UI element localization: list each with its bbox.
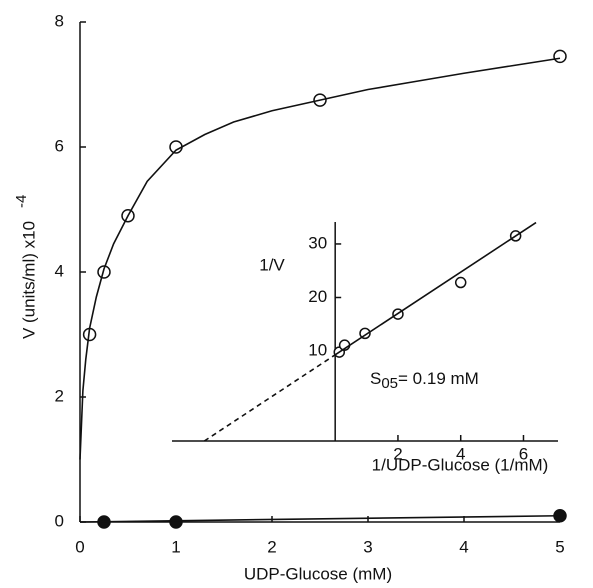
x-tick-label: 6 [519,444,528,463]
x-tick-label: 0 [75,537,84,556]
fit-line [79,514,561,523]
open-point [454,276,467,289]
y-axis-label: V (units/ml) x10 [19,221,38,339]
x-tick-label: 4 [456,444,465,463]
y-tick-label: 0 [55,511,64,530]
annotation-rest: = 0.19 mM [398,369,479,388]
fit-line [79,57,561,460]
x-tick-label: 3 [363,537,372,556]
inset-y-axis-label: 1/V [259,255,285,274]
extrapolation-line [203,354,336,442]
annotation-sub: 05 [381,375,398,392]
inset-x-axis-label: 1/UDP-Glucose (1/mM) [372,455,549,474]
y-tick-label: 4 [55,261,64,280]
x-tick-label: 1 [171,537,180,556]
x-tick-label: 5 [555,537,564,556]
y-tick-label: 8 [55,11,64,30]
x-tick-label: 2 [267,537,276,556]
x-tick-label: 2 [393,444,402,463]
open-point [97,265,111,279]
fit-line [334,221,537,356]
x-axis-label: UDP-Glucose (mM) [244,564,392,583]
y-tick-label: 10 [308,341,327,360]
open-point [553,49,567,64]
x-tick-label: 4 [459,537,468,556]
y-tick-label: 6 [55,136,64,155]
filled-point [169,515,183,529]
annotation: S05= 0.19 mM [370,369,479,391]
y-tick-label: 30 [308,233,327,252]
annotation-s: S [370,369,381,388]
y-tick-label: 20 [308,287,327,306]
y-axis-label-exponent: -4 [13,195,30,208]
y-tick-label: 2 [55,386,64,405]
